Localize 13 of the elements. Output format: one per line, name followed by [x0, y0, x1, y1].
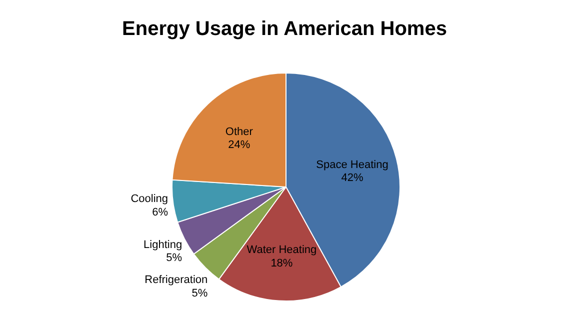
- data-label: 6%: [152, 206, 168, 218]
- data-label: 42%: [341, 172, 364, 184]
- slice-label: Cooling: [130, 193, 168, 206]
- data-label: 18%: [270, 257, 293, 270]
- data-label: 5%: [192, 287, 208, 300]
- slice-label: Water Heating: [246, 244, 317, 256]
- slice-label: Lighting: [144, 238, 182, 251]
- slice-label: Other: [225, 126, 254, 138]
- data-label: 5%: [166, 252, 182, 264]
- slice-label: Space Heating: [316, 158, 388, 171]
- slice-label: Refrigeration: [144, 274, 208, 286]
- chart-title: Energy Usage in American Homes: [122, 18, 447, 40]
- data-label: 24%: [228, 139, 250, 152]
